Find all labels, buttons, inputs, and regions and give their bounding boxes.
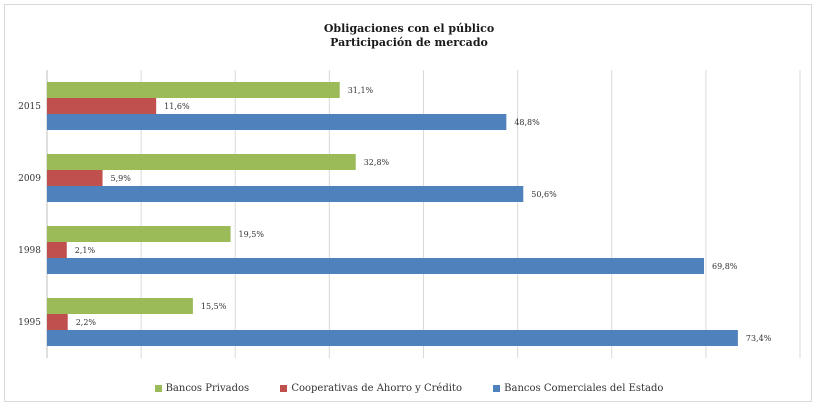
legend-label: Bancos Comerciales del Estado: [504, 383, 664, 394]
y-tick-label: 2009: [18, 174, 41, 184]
legend: Bancos Privados Cooperativas de Ahorro y…: [0, 383, 818, 395]
legend-item-bancos-privados: Bancos Privados: [154, 383, 250, 394]
data-label: 19,5%: [239, 230, 265, 239]
data-label: 2,2%: [76, 318, 97, 327]
bar: [47, 314, 68, 330]
data-label: 2,1%: [75, 246, 96, 255]
bar: [47, 82, 340, 98]
data-label: 69,8%: [712, 262, 738, 271]
bar: [47, 186, 524, 202]
bar: [47, 98, 157, 114]
data-label: 15,5%: [201, 302, 227, 311]
bar: [47, 298, 193, 314]
data-label: 5,9%: [111, 174, 132, 183]
y-tick-label: 1995: [18, 318, 41, 328]
bar: [47, 226, 231, 242]
chart-title-block: Obligaciones con el público Participació…: [0, 22, 818, 50]
data-label: 11,6%: [164, 102, 190, 111]
data-label: 50,6%: [531, 190, 557, 199]
bar: [47, 330, 738, 346]
bar: [47, 242, 67, 258]
y-tick-label: 2015: [18, 102, 41, 112]
bar: [47, 114, 507, 130]
data-label: 32,8%: [364, 158, 390, 167]
y-tick-label: 1998: [18, 246, 41, 256]
legend-label: Bancos Privados: [165, 383, 250, 394]
legend-swatch: [493, 385, 501, 392]
data-label: 48,8%: [514, 118, 540, 127]
chart-subtitle: Participación de mercado: [330, 36, 488, 49]
legend-label: Cooperativas de Ahorro y Crédito: [291, 383, 462, 394]
bar: [47, 170, 103, 186]
legend-swatch: [280, 385, 288, 392]
legend-swatch: [154, 385, 162, 392]
bar: [47, 258, 704, 274]
legend-item-bancos-estado: Bancos Comerciales del Estado: [493, 383, 663, 394]
legend-item-cooperativas: Cooperativas de Ahorro y Crédito: [280, 383, 462, 394]
chart-title: Obligaciones con el público: [323, 22, 495, 35]
data-label: 31,1%: [348, 86, 374, 95]
bar: [47, 154, 356, 170]
data-label: 73,4%: [746, 334, 772, 343]
